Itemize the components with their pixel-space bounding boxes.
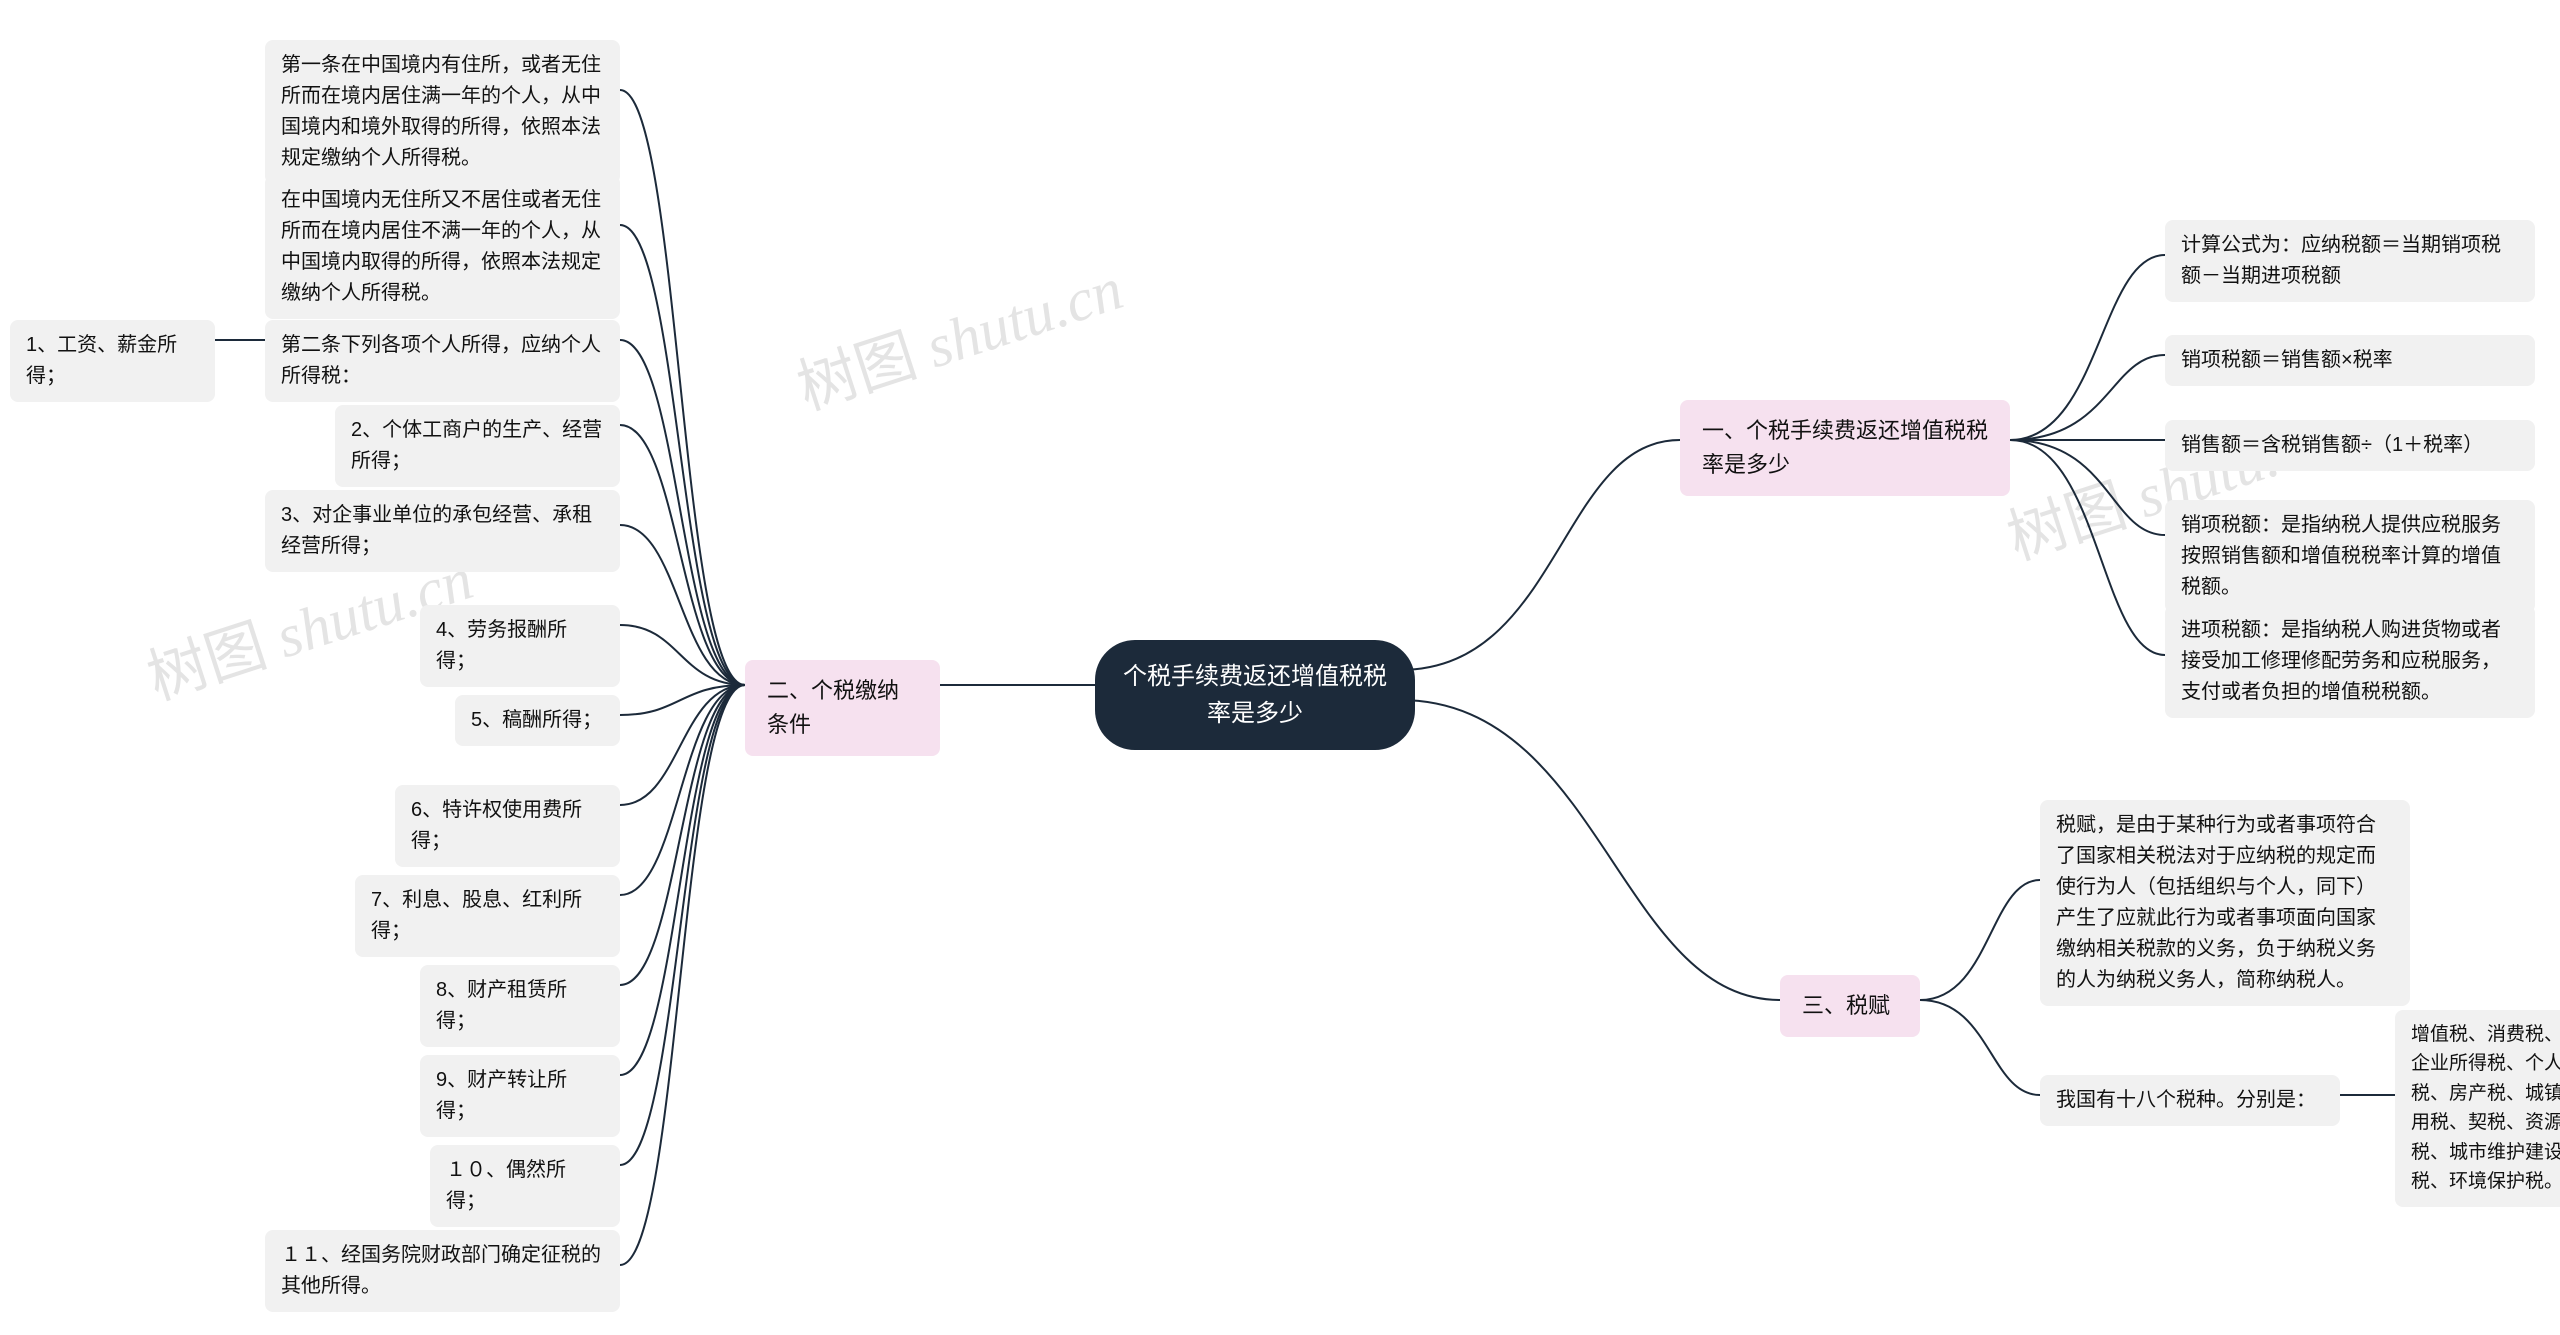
branch-3[interactable]: 三、税赋 (1780, 975, 1920, 1037)
branch-1-leaf-a[interactable]: 计算公式为：应纳税额＝当期销项税额－当期进项税额 (2165, 220, 2535, 302)
branch-2-leaf-a[interactable]: 第一条在中国境内有住所，或者无住所而在境内居住满一年的个人，从中国境内和境外取得… (265, 40, 620, 184)
mindmap-stage: { "canvas": { "width": 2560, "height": 1… (0, 0, 2560, 1335)
branch-1[interactable]: 一、个税手续费返还增值税税 率是多少 (1680, 400, 2010, 496)
branch-2-leaf-m[interactable]: １１、经国务院财政部门确定征税的其他所得。 (265, 1230, 620, 1312)
branch-2-leaf-j[interactable]: 8、财产租赁所得； (420, 965, 620, 1047)
branch-2-leaf-d[interactable]: 2、个体工商户的生产、经营所得； (335, 405, 620, 487)
branch-1-line2: 率是多少 (1702, 448, 1988, 482)
branch-1-leaf-d[interactable]: 销项税额：是指纳税人提供应税服务按照销售额和增值税税率计算的增值税额。 (2165, 500, 2535, 613)
branch-1-leaf-b[interactable]: 销项税额＝销售额×税率 (2165, 335, 2535, 386)
branch-1-line1: 一、个税手续费返还增值税税 (1702, 414, 1988, 448)
branch-3-leaf-a[interactable]: 税赋，是由于某种行为或者事项符合了国家相关税法对于应纳税的规定而使行为人（包括组… (2040, 800, 2410, 1006)
branch-2-leaf-f[interactable]: 4、劳务报酬所得； (420, 605, 620, 687)
branch-1-leaf-c[interactable]: 销售额＝含税销售额÷（1＋税率） (2165, 420, 2535, 471)
root-line2: 率是多少 (1123, 695, 1387, 732)
root-node[interactable]: 个税手续费返还增值税税 率是多少 (1095, 640, 1415, 750)
branch-1-leaf-e[interactable]: 进项税额：是指纳税人购进货物或者接受加工修理修配劳务和应税服务，支付或者负担的增… (2165, 605, 2535, 718)
branch-2-leaf-l[interactable]: １０、偶然所得； (430, 1145, 620, 1227)
branch-2[interactable]: 二、个税缴纳条件 (745, 660, 940, 756)
branch-2-leaf-g[interactable]: 5、稿酬所得； (455, 695, 620, 746)
root-line1: 个税手续费返还增值税税 (1123, 658, 1387, 695)
branch-2-leaf-h[interactable]: 6、特许权使用费所得； (395, 785, 620, 867)
branch-2-leaf-c-sub[interactable]: 1、工资、薪金所得； (10, 320, 215, 402)
branch-3-leaf-b[interactable]: 我国有十八个税种。分别是： (2040, 1075, 2340, 1126)
watermark-2: 树图 shutu.cn (785, 240, 1132, 427)
branch-2-leaf-k[interactable]: 9、财产转让所得； (420, 1055, 620, 1137)
branch-2-leaf-c[interactable]: 第二条下列各项个人所得，应纳个人所得税： (265, 320, 620, 402)
branch-2-leaf-b[interactable]: 在中国境内无住所又不居住或者无住所而在境内居住不满一年的个人，从中国境内取得的所… (265, 175, 620, 319)
branch-2-leaf-i[interactable]: 7、利息、股息、红利所得； (355, 875, 620, 957)
branch-2-leaf-e[interactable]: 3、对企事业单位的承包经营、承租经营所得； (265, 490, 620, 572)
branch-3-leaf-b-detail[interactable]: 增值税、消费税、车辆购置税、关税、企业所得税、个人所得税、土地增值税、房产税、城… (2395, 1010, 2560, 1207)
